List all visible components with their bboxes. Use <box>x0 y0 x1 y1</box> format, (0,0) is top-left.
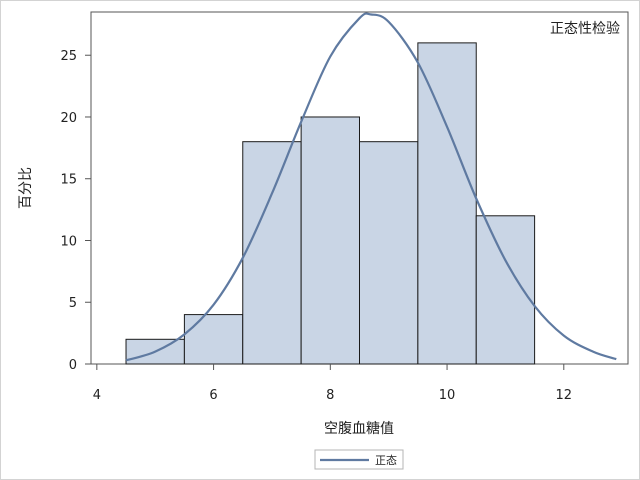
histogram-bar-1 <box>183 314 244 365</box>
normal-curve <box>125 12 617 362</box>
inset-title: 正态性检验 <box>550 21 620 37</box>
x-axis: 4 6 8 10 12 <box>93 364 572 403</box>
histogram-bar-5 <box>417 42 477 365</box>
y-tick-label-5: 25 <box>60 49 77 64</box>
x-tick-label-1: 6 <box>209 388 217 403</box>
y-tick-label-2: 10 <box>60 234 77 249</box>
x-tick-label-0: 4 <box>93 388 101 403</box>
y-tick-label-0: 0 <box>69 358 77 373</box>
y-tick-label-4: 20 <box>60 111 77 126</box>
y-axis-title: 百分比 <box>18 167 34 209</box>
x-axis-title: 空腹血糖值 <box>324 420 394 437</box>
y-tick-label-1: 5 <box>69 296 77 311</box>
x-tick-label-4: 12 <box>556 388 573 403</box>
y-tick-label-3: 15 <box>60 173 77 188</box>
histogram-bar-6 <box>475 215 536 365</box>
y-axis: 0 5 10 15 20 25 <box>60 49 91 373</box>
histogram-bar-4 <box>359 141 419 365</box>
histogram-bar-2 <box>242 141 302 365</box>
legend-label: 正态 <box>375 454 397 467</box>
x-tick-label-3: 10 <box>439 388 456 403</box>
histogram-bar-3 <box>300 116 360 365</box>
x-tick-label-2: 8 <box>326 388 334 403</box>
legend: 正态 <box>314 449 404 470</box>
